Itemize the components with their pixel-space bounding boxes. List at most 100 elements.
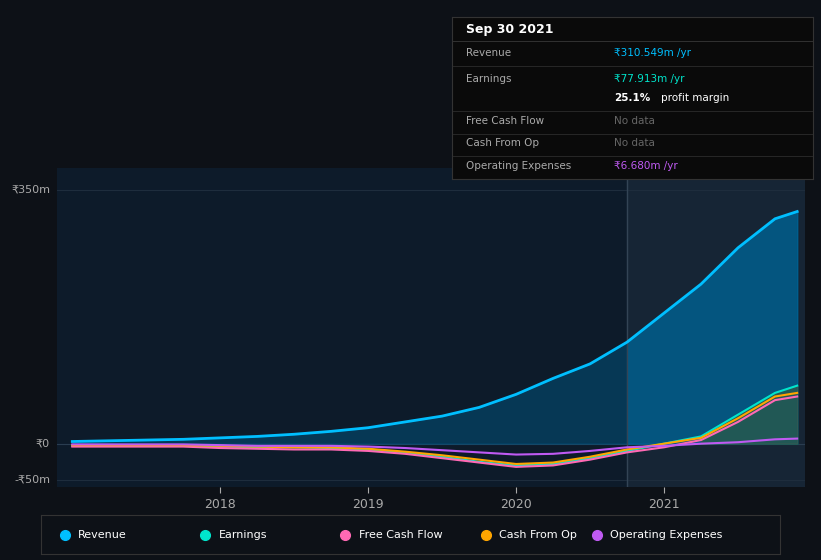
Revenue — [659, 310, 669, 316]
Cash From Op — [792, 390, 802, 396]
Free Cash Flow — [400, 450, 410, 457]
Text: Free Cash Flow: Free Cash Flow — [359, 530, 443, 540]
Operating Expenses — [289, 442, 299, 449]
Free Cash Flow — [622, 449, 632, 456]
Revenue — [511, 391, 521, 398]
Cash From Op — [438, 452, 447, 459]
Cash From Op — [475, 456, 484, 463]
Earnings — [141, 442, 151, 449]
Cash From Op — [363, 445, 373, 452]
Text: 25.1%: 25.1% — [614, 93, 650, 103]
Operating Expenses — [252, 442, 262, 449]
Free Cash Flow — [67, 443, 77, 450]
Line: Revenue: Revenue — [72, 212, 797, 441]
Text: profit margin: profit margin — [661, 93, 729, 103]
Operating Expenses — [438, 447, 447, 454]
Cash From Op — [770, 393, 780, 400]
Line: Cash From Op: Cash From Op — [72, 393, 797, 464]
Text: Cash From Op: Cash From Op — [499, 530, 577, 540]
Operating Expenses — [659, 442, 669, 449]
Earnings — [792, 382, 802, 389]
Free Cash Flow — [511, 464, 521, 470]
Text: No data: No data — [614, 116, 655, 126]
Earnings — [438, 454, 447, 460]
Free Cash Flow — [770, 397, 780, 404]
Operating Expenses — [622, 444, 632, 451]
Free Cash Flow — [733, 418, 743, 425]
Revenue — [438, 413, 447, 419]
Revenue — [104, 437, 114, 444]
Revenue — [770, 216, 780, 222]
Cash From Op — [733, 415, 743, 422]
Text: Sep 30 2021: Sep 30 2021 — [466, 24, 553, 36]
Bar — [627, 168, 805, 487]
Cash From Op — [548, 459, 558, 466]
Text: Cash From Op: Cash From Op — [466, 138, 539, 148]
Earnings — [67, 442, 77, 449]
Cash From Op — [178, 442, 188, 449]
Revenue — [289, 431, 299, 437]
Operating Expenses — [733, 439, 743, 446]
Earnings — [400, 449, 410, 456]
Revenue — [792, 208, 802, 215]
Cash From Op — [141, 442, 151, 449]
Revenue — [252, 433, 262, 440]
Revenue — [178, 436, 188, 443]
Cash From Op — [511, 461, 521, 468]
Text: ₹77.913m /yr: ₹77.913m /yr — [614, 73, 685, 83]
Free Cash Flow — [585, 456, 595, 463]
Free Cash Flow — [438, 455, 447, 461]
Revenue — [622, 339, 632, 346]
Free Cash Flow — [289, 446, 299, 453]
Cash From Op — [104, 442, 114, 449]
Earnings — [622, 447, 632, 454]
Cash From Op — [400, 449, 410, 455]
Revenue — [548, 375, 558, 382]
Revenue — [733, 245, 743, 251]
Operating Expenses — [141, 441, 151, 448]
Text: ₹350m: ₹350m — [11, 185, 50, 195]
Text: ₹0: ₹0 — [36, 438, 50, 449]
Revenue — [475, 404, 484, 411]
Operating Expenses — [215, 442, 225, 449]
Earnings — [511, 462, 521, 469]
Free Cash Flow — [475, 459, 484, 466]
Operating Expenses — [178, 441, 188, 448]
Earnings — [363, 446, 373, 453]
Earnings — [696, 433, 706, 440]
Revenue — [215, 435, 225, 441]
Free Cash Flow — [252, 445, 262, 452]
Earnings — [475, 459, 484, 465]
Operating Expenses — [475, 449, 484, 456]
Text: -₹50m: -₹50m — [14, 475, 50, 485]
Text: Earnings: Earnings — [466, 73, 511, 83]
Revenue — [326, 428, 336, 435]
Cash From Op — [215, 442, 225, 449]
Free Cash Flow — [215, 445, 225, 451]
Free Cash Flow — [659, 444, 669, 451]
Revenue — [141, 437, 151, 444]
Cash From Op — [696, 435, 706, 441]
Cash From Op — [252, 443, 262, 450]
Free Cash Flow — [696, 437, 706, 444]
Free Cash Flow — [792, 393, 802, 400]
Operating Expenses — [696, 440, 706, 447]
Text: Operating Expenses: Operating Expenses — [610, 530, 722, 540]
Free Cash Flow — [104, 443, 114, 450]
Earnings — [659, 440, 669, 447]
Text: Free Cash Flow: Free Cash Flow — [466, 116, 544, 126]
Earnings — [252, 444, 262, 451]
Cash From Op — [67, 442, 77, 449]
Earnings — [770, 390, 780, 396]
Operating Expenses — [585, 447, 595, 454]
Revenue — [363, 424, 373, 431]
Operating Expenses — [548, 450, 558, 457]
Line: Free Cash Flow: Free Cash Flow — [72, 396, 797, 467]
Free Cash Flow — [326, 446, 336, 453]
Free Cash Flow — [178, 443, 188, 450]
Operating Expenses — [363, 443, 373, 450]
Cash From Op — [289, 444, 299, 451]
Cash From Op — [622, 446, 632, 453]
Text: Operating Expenses: Operating Expenses — [466, 161, 571, 171]
Operating Expenses — [770, 436, 780, 443]
